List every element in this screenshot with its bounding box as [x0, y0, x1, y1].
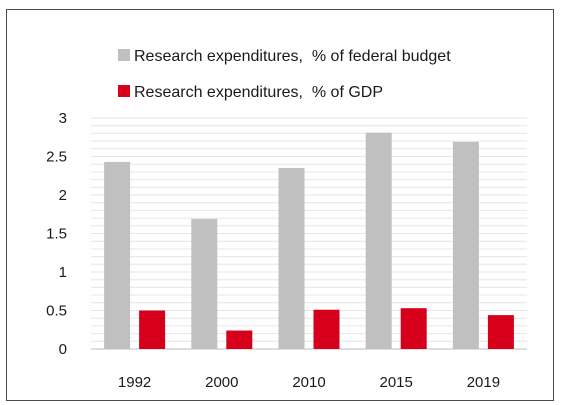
bars	[104, 132, 514, 349]
bar-gdp	[226, 330, 253, 349]
bar-federal-budget	[191, 218, 218, 349]
y-tick-label: 3	[59, 110, 67, 127]
y-tick-label: 1.5	[46, 226, 67, 243]
legend-swatch-gdp	[118, 85, 130, 97]
legend-swatch-federal-budget	[118, 49, 130, 61]
chart-frame: Research expenditures, % of federal budg…	[6, 9, 554, 401]
x-tick-label: 2010	[292, 374, 325, 391]
bar-gdp	[487, 315, 514, 349]
y-tick-label: 2.5	[46, 149, 67, 166]
legend: Research expenditures, % of federal budg…	[118, 48, 451, 101]
bar-gdp	[400, 308, 427, 349]
bar-gdp	[139, 310, 166, 349]
y-axis: 0 0.5 1 1.5 2 2.5 3	[46, 110, 67, 358]
legend-label-federal-budget: Research expenditures, % of federal budg…	[134, 48, 451, 65]
bar-chart: Research expenditures, % of federal budg…	[46, 48, 527, 391]
x-axis: 1992 2000 2010 2015 2019	[118, 374, 500, 391]
y-tick-label: 1	[59, 264, 67, 281]
y-tick-label: 0	[59, 341, 67, 358]
x-tick-label: 2015	[380, 374, 413, 391]
bar-federal-budget	[365, 132, 392, 349]
bar-federal-budget	[104, 161, 131, 349]
bar-federal-budget	[452, 141, 479, 349]
x-tick-label: 1992	[118, 374, 151, 391]
y-tick-label: 0.5	[46, 303, 67, 320]
bar-federal-budget	[278, 168, 305, 349]
bar-gdp	[313, 309, 340, 349]
x-tick-label: 2000	[205, 374, 238, 391]
legend-label-gdp: Research expenditures, % of GDP	[134, 84, 383, 101]
y-tick-label: 2	[59, 187, 67, 204]
x-tick-label: 2019	[467, 374, 500, 391]
